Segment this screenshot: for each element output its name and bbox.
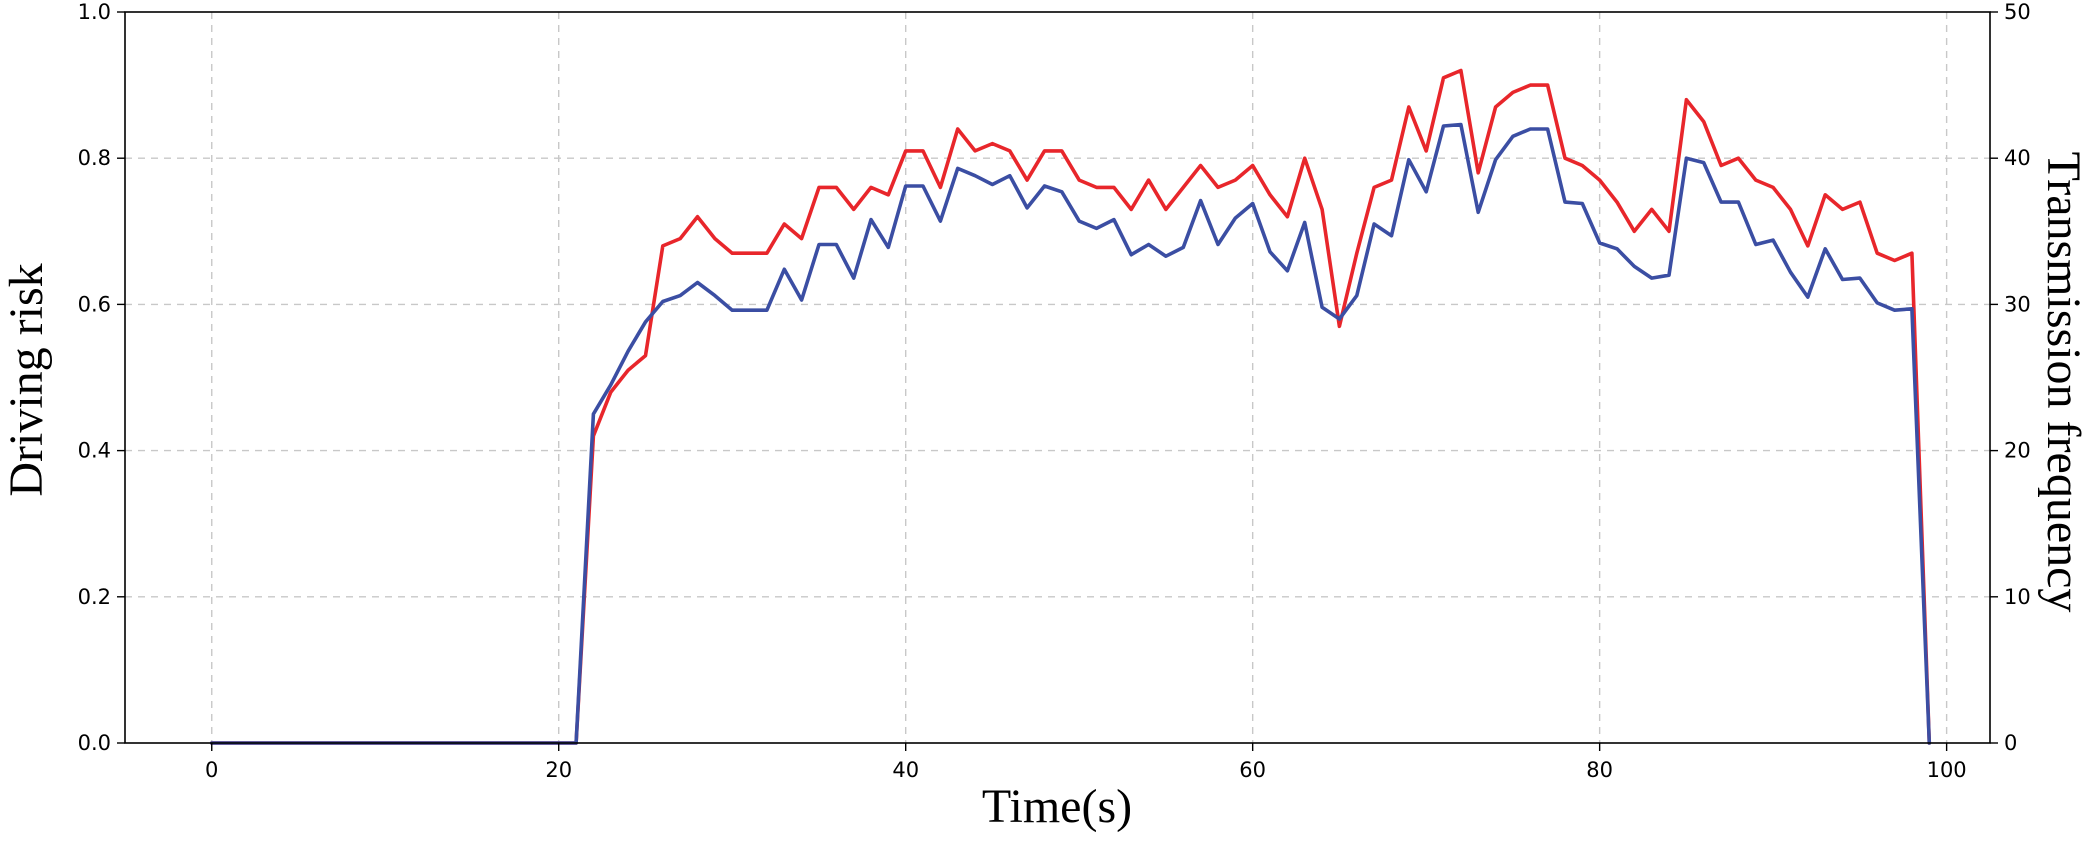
y-tick-label: 0.6 xyxy=(78,292,111,316)
y-axis-right: 0 10 20 30 40 50 xyxy=(1990,0,2031,755)
x-tick-label: 100 xyxy=(1927,758,1967,782)
x-tick-label: 40 xyxy=(892,758,919,782)
y2-tick-label: 0 xyxy=(2004,731,2017,755)
driving-risk-line xyxy=(209,68,1932,745)
plot-frame xyxy=(124,11,1991,744)
y-axis-right-title: Transmission frequency xyxy=(2037,152,2090,613)
y-tick-label: 1.0 xyxy=(78,0,111,24)
y-axis-left-title: Driving risk xyxy=(0,263,53,496)
y2-tick-label: 20 xyxy=(2004,439,2031,463)
y2-tick-label: 10 xyxy=(2004,585,2031,609)
x-tick-label: 0 xyxy=(205,758,218,782)
y-tick-label: 0.4 xyxy=(78,439,111,463)
y2-tick-label: 50 xyxy=(2004,0,2031,24)
y-tick-label: 0.8 xyxy=(78,146,111,170)
y-tick-label: 0.0 xyxy=(78,731,111,755)
grid xyxy=(125,12,1990,743)
y2-tick-label: 40 xyxy=(2004,146,2031,170)
y-tick-label: 0.2 xyxy=(78,585,111,609)
x-axis-title: Time(s) xyxy=(982,780,1132,833)
x-tick-label: 20 xyxy=(545,758,572,782)
x-tick-label: 80 xyxy=(1586,758,1613,782)
series-layer xyxy=(209,68,1932,745)
x-axis: 0 20 40 60 80 100 xyxy=(205,743,1967,782)
x-tick-label: 60 xyxy=(1239,758,1266,782)
y2-tick-label: 30 xyxy=(2004,292,2031,316)
y-axis-left: 0.0 0.2 0.4 0.6 0.8 1.0 xyxy=(78,0,125,755)
